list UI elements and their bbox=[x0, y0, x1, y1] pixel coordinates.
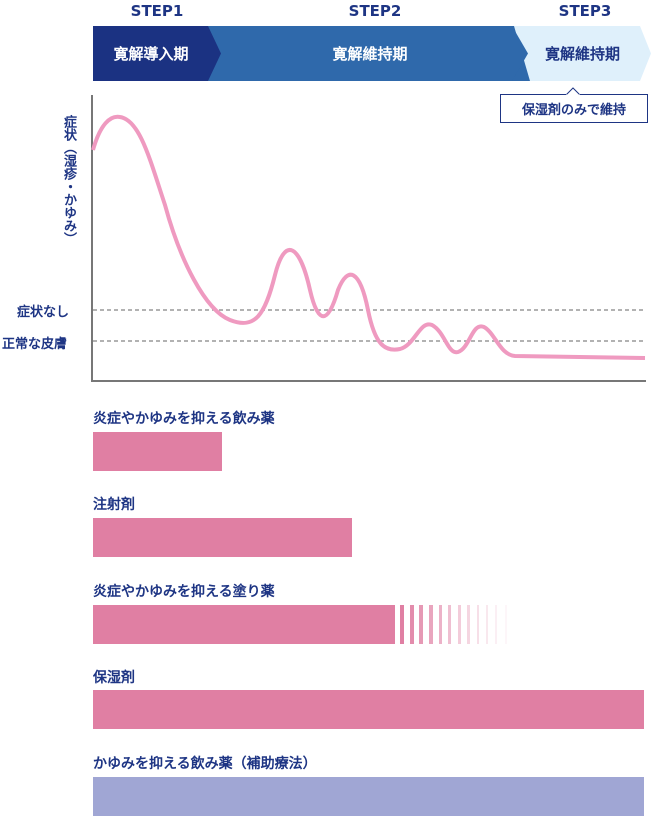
treatment-label-oral-anti-inflammatory: 炎症やかゆみを抑える飲み薬 bbox=[93, 411, 275, 427]
treatment-bar-topical-taper bbox=[400, 605, 507, 644]
treatment-label-oral-antipruritic: かゆみを抑える飲み薬（補助療法） bbox=[93, 756, 317, 772]
step3-label: STEP3 bbox=[558, 2, 612, 20]
treatment-bar-topical bbox=[93, 605, 395, 644]
treatment-bar-oral-anti-inflammatory bbox=[93, 432, 222, 471]
treatment-label-injection: 注射剤 bbox=[93, 497, 135, 513]
treatment-bar-moisturizer bbox=[93, 690, 644, 729]
phase-step1: 寛解導入期 bbox=[93, 26, 221, 81]
treatment-label-topical: 炎症やかゆみを抑える塗り薬 bbox=[93, 584, 275, 600]
treatment-bar-injection bbox=[93, 518, 352, 557]
y-axis-label: 症状（湿疹・かゆみ） bbox=[61, 115, 76, 245]
level-no-symptoms: 症状なし bbox=[17, 305, 70, 320]
treatment-bar-oral-antipruritic bbox=[93, 777, 644, 816]
treatment-label-moisturizer: 保湿剤 bbox=[93, 670, 135, 686]
callout-moisturizer-only: 保湿剤のみで維持 bbox=[500, 94, 648, 123]
step1-label: STEP1 bbox=[130, 2, 184, 20]
symptom-curve bbox=[91, 114, 646, 360]
symptom-chart bbox=[91, 95, 646, 382]
callout-pointer bbox=[566, 87, 580, 96]
level-normal-skin: 正常な皮膚 bbox=[2, 337, 68, 352]
step2-label: STEP2 bbox=[348, 2, 402, 20]
